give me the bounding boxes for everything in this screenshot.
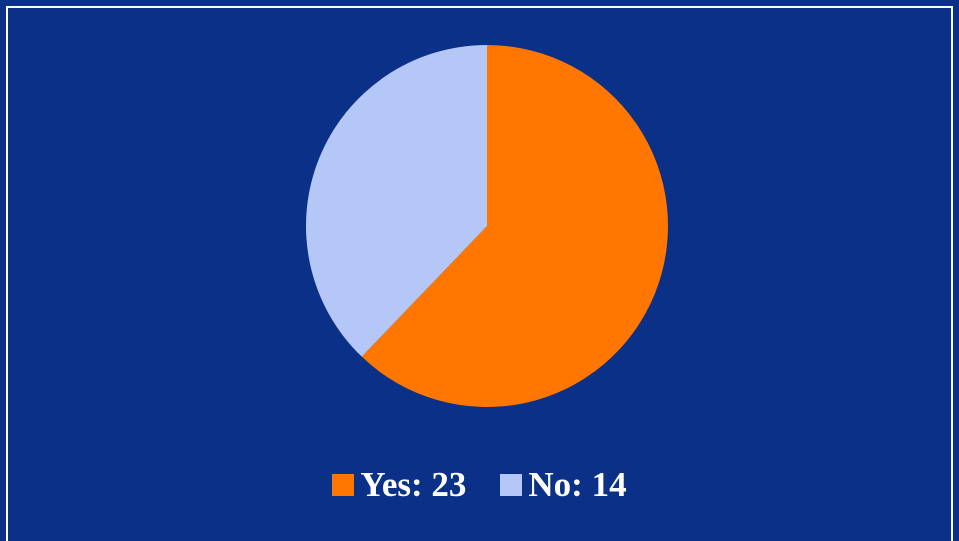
slide-border [6,6,953,541]
legend-separator: : [410,465,432,504]
legend-label-no: No [528,465,572,504]
legend-item-yes: Yes: 23 [332,465,466,505]
legend-swatch-no [500,474,523,496]
legend-value-no: 14 [591,465,627,504]
legend-label-yes: Yes [360,465,411,504]
legend-separator: : [571,465,592,504]
legend-value-yes: 23 [431,465,467,504]
chart-legend: Yes: 23 No: 14 [0,462,959,508]
pie-slice-no [306,45,487,357]
pie-slice-yes [361,45,669,408]
legend-swatch-yes [332,474,355,496]
legend-item-no: No: 14 [500,465,627,505]
